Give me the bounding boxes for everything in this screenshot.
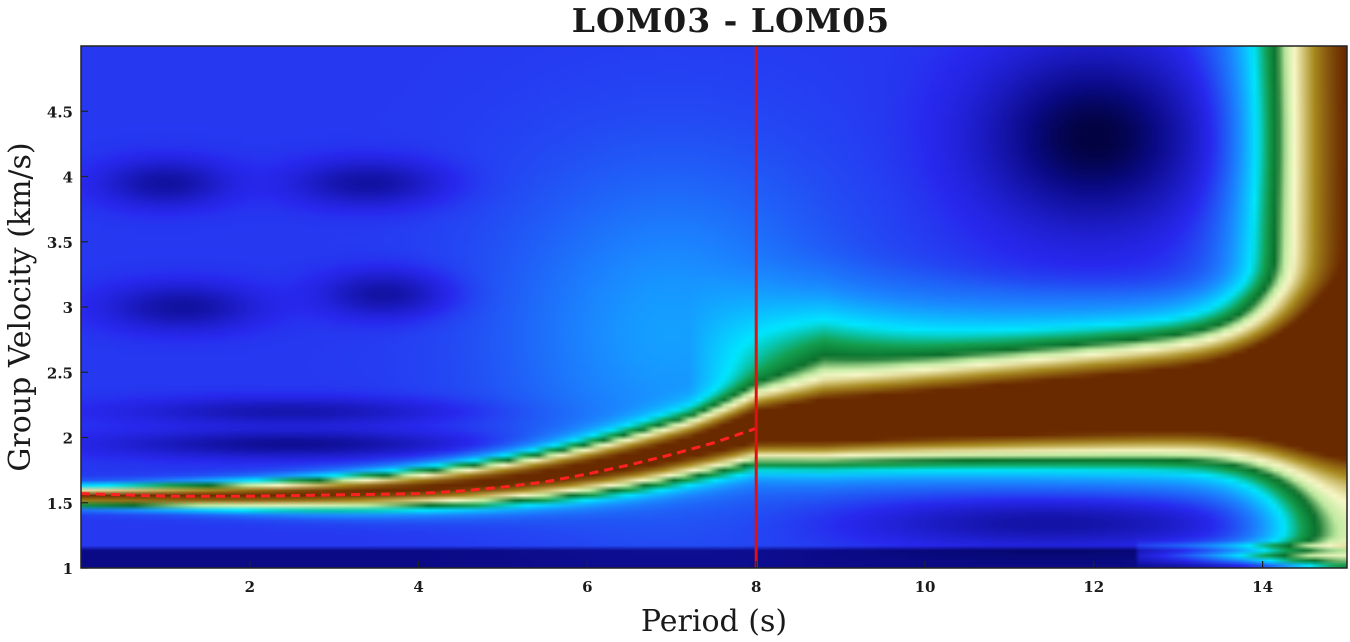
- y-tick-label: 1: [63, 560, 73, 578]
- overlay-layer: [81, 46, 758, 568]
- x-tick-label: 12: [1083, 578, 1104, 596]
- x-tick-label: 10: [915, 578, 936, 596]
- heatmap-layer: [81, 46, 1347, 568]
- y-tick-label: 3: [63, 299, 73, 317]
- x-tick-label: 8: [751, 578, 761, 596]
- x-tick-label: 2: [245, 578, 255, 596]
- chart-title: LOM03 - LOM05: [572, 1, 890, 40]
- y-tick-label: 1.5: [47, 495, 73, 513]
- y-tick-label: 4.5: [47, 103, 73, 121]
- group-velocity-heatmap: [81, 46, 1347, 568]
- y-tick-label: 4: [63, 169, 73, 187]
- y-tick-label: 3.5: [47, 234, 73, 252]
- x-tick-label: 4: [413, 578, 423, 596]
- y-axis-ticks: 1 1.5 2 2.5 3 3.5 4 4.5: [47, 103, 88, 578]
- x-axis-ticks: 2 4 6 8 10 12 14: [245, 561, 1273, 596]
- y-tick-label: 2.5: [47, 364, 73, 382]
- y-tick-label: 2: [63, 430, 73, 448]
- x-tick-label: 6: [582, 578, 592, 596]
- y-axis-label: Group Velocity (km/s): [3, 142, 38, 471]
- x-axis-label: Period (s): [641, 604, 787, 639]
- x-tick-label: 14: [1252, 578, 1273, 596]
- dispersion-curve: [81, 426, 757, 498]
